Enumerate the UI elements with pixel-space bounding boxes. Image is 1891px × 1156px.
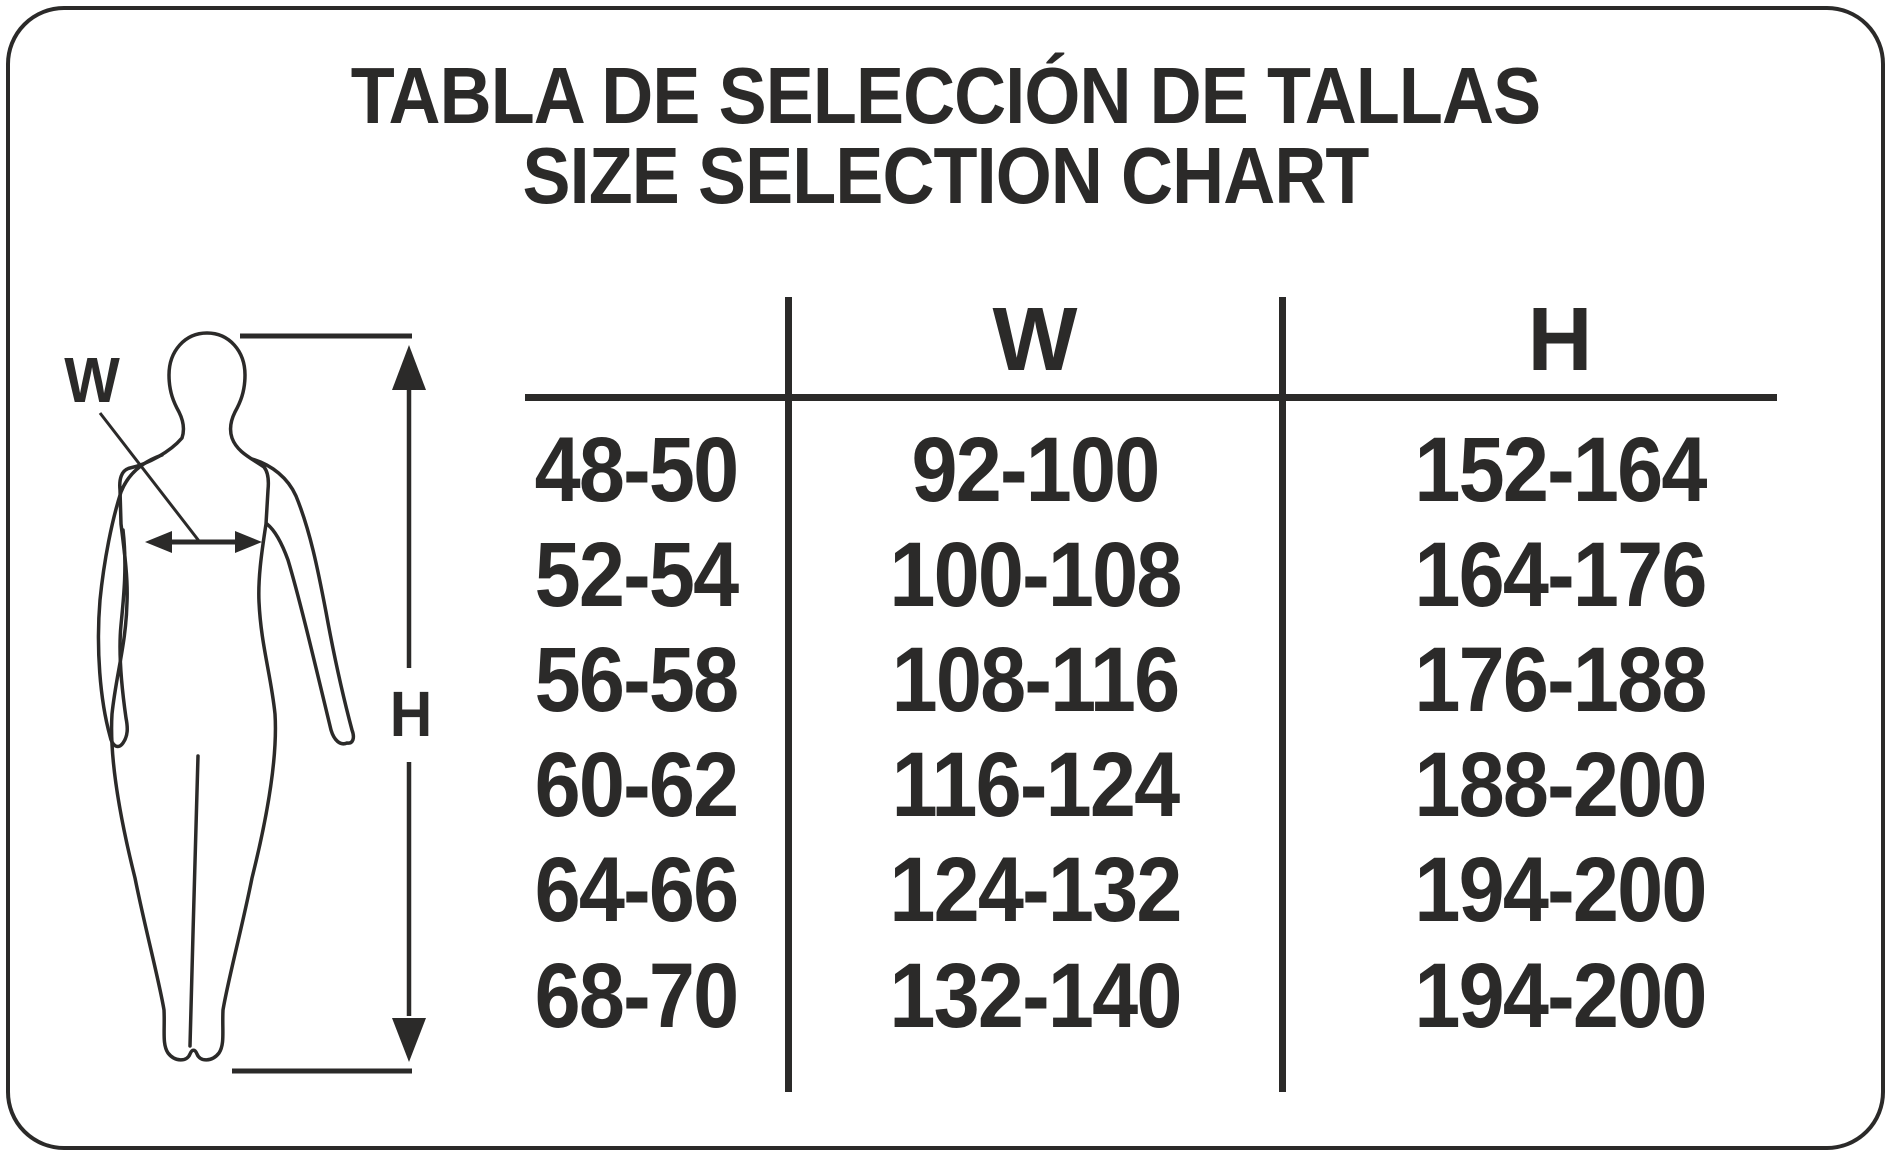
- table-cell-h: 194-200: [1414, 839, 1707, 941]
- width-measure-label: W: [64, 344, 120, 416]
- table-cell-size: 52-54: [534, 524, 740, 626]
- table-cell-size: 60-62: [534, 734, 740, 836]
- legs-divider-line: [188, 754, 200, 1048]
- body-figure-illustration: [96, 331, 426, 1074]
- left-arm-outline: [96, 453, 164, 749]
- table-cell-size: 64-66: [534, 839, 740, 941]
- table-column-divider-2: [1279, 297, 1286, 1092]
- height-arrowhead-up: [392, 345, 426, 390]
- table-header-underline: [525, 394, 1777, 401]
- table-cell-w: 124-132: [889, 839, 1182, 941]
- table-cell-h: 194-200: [1414, 945, 1707, 1047]
- title-english: SIZE SELECTION CHART: [522, 131, 1369, 220]
- table-cell-w: 116-124: [891, 734, 1181, 836]
- table-cell-w: 132-140: [889, 945, 1182, 1047]
- table-cell-h: 152-164: [1414, 419, 1707, 521]
- width-arrowhead-left: [145, 531, 172, 553]
- column-header-w: W: [992, 290, 1078, 390]
- table-cell-h: 164-176: [1414, 524, 1707, 626]
- table-column-divider-1: [785, 297, 792, 1092]
- height-measure-label: H: [355, 679, 467, 749]
- table-cell-size: 56-58: [534, 629, 740, 731]
- title-spanish: TABLA DE SELECCIÓN DE TALLAS: [350, 51, 1541, 140]
- table-cell-w: 100-108: [889, 524, 1182, 626]
- right-arm-outline: [250, 457, 356, 746]
- table-cell-w: 108-116: [891, 629, 1181, 731]
- column-header-h: H: [1527, 290, 1593, 390]
- table-cell-h: 188-200: [1414, 734, 1707, 836]
- table-cell-size: 68-70: [534, 945, 740, 1047]
- body-outline: [109, 331, 278, 1062]
- width-arrowhead-right: [235, 531, 262, 553]
- table-cell-h: 176-188: [1414, 629, 1707, 731]
- width-pointer-line: [98, 412, 201, 542]
- table-cell-w: 92-100: [911, 419, 1160, 521]
- height-arrowhead-down: [392, 1018, 426, 1062]
- table-cell-size: 48-50: [534, 419, 740, 521]
